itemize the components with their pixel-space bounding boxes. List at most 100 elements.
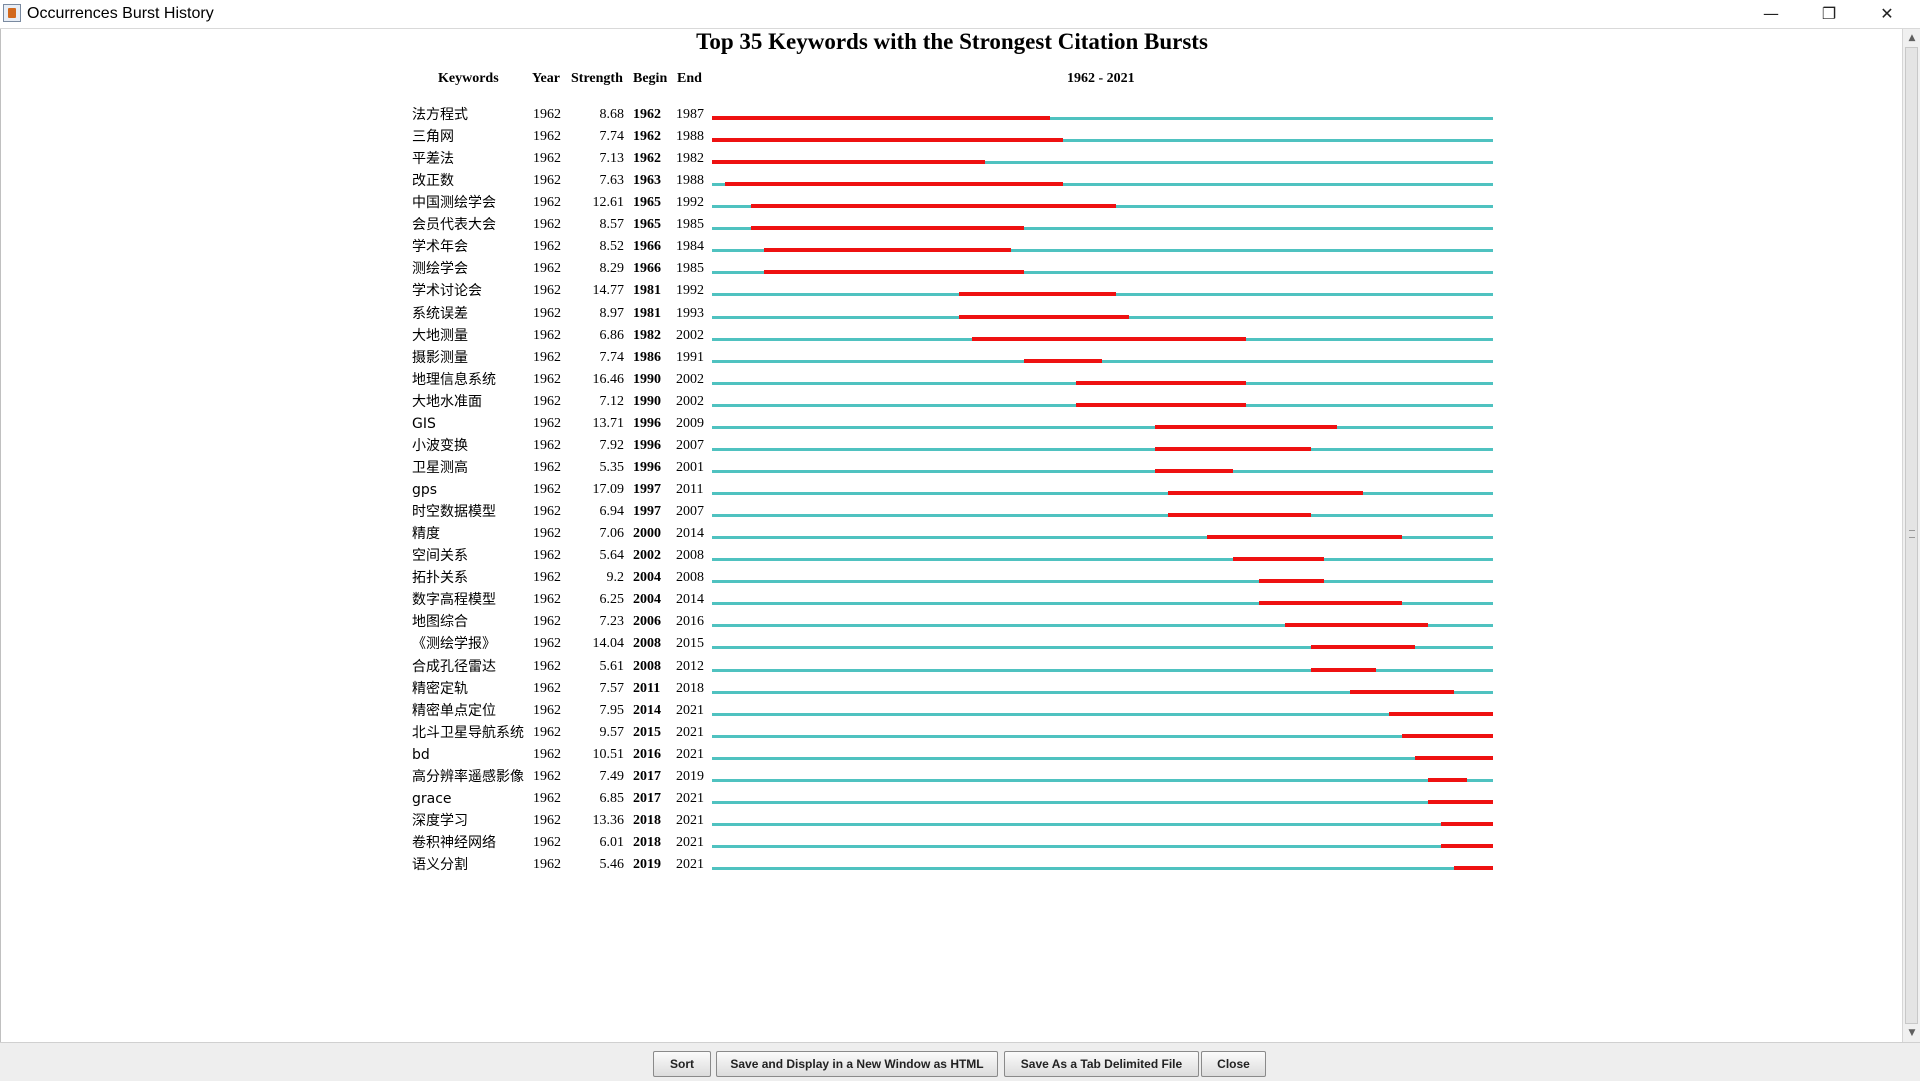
burst-bar [959, 292, 1116, 297]
end-value: 2002 [676, 371, 704, 387]
scroll-thumb[interactable] [1905, 47, 1918, 1024]
burst-bar [1232, 557, 1324, 562]
strength-value: 6.25 [599, 592, 625, 608]
year-value: 1962 [533, 812, 561, 828]
vertical-scrollbar[interactable]: ▲ ▼ [1902, 29, 1920, 1042]
burst-bar [1167, 491, 1363, 496]
timeline-bar [712, 712, 1493, 716]
begin-value: 1962 [633, 107, 661, 122]
timeline-bar [712, 844, 1493, 848]
end-value: 2007 [676, 437, 704, 453]
end-value: 2014 [676, 526, 704, 542]
sort-button[interactable]: Sort [653, 1051, 711, 1077]
begin-value: 2004 [633, 570, 661, 586]
burst-rows: 法方程式 1962 8.68 1962 1987 三角网 1962 7.74 1962 1988 平… [1, 29, 1903, 1042]
year-value: 1962 [533, 614, 561, 630]
year-value: 1962 [533, 415, 561, 431]
end-value: 2008 [676, 548, 704, 564]
keyword-label: 卷积神经网络 [412, 834, 496, 851]
scroll-down-arrow-icon[interactable]: ▼ [1908, 1028, 1916, 1038]
save-html-button[interactable]: Save and Display in a New Window as HTML [716, 1051, 998, 1077]
end-value: 2021 [676, 834, 704, 850]
year-value: 1962 [533, 327, 561, 343]
begin-value: 1982 [633, 327, 661, 343]
strength-value: 12.61 [592, 195, 625, 211]
scroll-grip-icon [1909, 530, 1915, 538]
keyword-label: 测绘学会 [412, 261, 468, 278]
year-value: 1962 [533, 636, 561, 652]
end-value: 1991 [676, 349, 704, 365]
minimize-button[interactable]: — [1763, 4, 1779, 23]
end-value: 2012 [676, 658, 704, 674]
year-value: 1962 [533, 526, 561, 542]
end-value: 2019 [676, 768, 704, 784]
keyword-label: 空间关系 [412, 548, 468, 565]
table-row: 地图综合 1962 7.23 2006 2016 [1, 613, 1903, 640]
strength-value: 7.63 [599, 173, 625, 189]
table-row: 合成孔径雷达 1962 5.61 2008 2012 [1, 658, 1903, 685]
burst-bar [1401, 733, 1493, 738]
begin-value: 2017 [633, 768, 661, 784]
year-value: 1962 [533, 107, 561, 122]
close-window-button[interactable]: ✕ [1880, 4, 1894, 23]
table-row: 拓扑关系 1962 9.2 2004 2008 [1, 569, 1903, 596]
begin-value: 1996 [633, 459, 661, 475]
table-row: 数字高程模型 1962 6.25 2004 2014 [1, 591, 1903, 618]
keyword-label: 小波变换 [412, 437, 468, 454]
begin-value: 1965 [633, 195, 661, 211]
keyword-label: 数字高程模型 [412, 592, 496, 609]
keyword-label: 卫星测高 [412, 459, 468, 476]
keyword-label: 平差法 [412, 151, 454, 168]
end-value: 2021 [676, 790, 704, 806]
burst-bar [1453, 866, 1493, 871]
timeline-bar [712, 514, 1493, 518]
year-value: 1962 [533, 349, 561, 365]
end-value: 1985 [676, 261, 704, 277]
keyword-label: 学术年会 [412, 239, 468, 256]
close-button[interactable]: Close [1201, 1051, 1266, 1077]
timeline-bar [712, 867, 1493, 871]
timeline-bar [712, 139, 1493, 143]
end-value: 2011 [676, 482, 704, 498]
end-value: 1988 [676, 173, 704, 189]
table-row: 小波变换 1962 7.92 1996 2007 [1, 437, 1903, 464]
strength-value: 8.52 [599, 239, 625, 255]
year-value: 1962 [533, 371, 561, 387]
header-strength: Strength [571, 71, 623, 86]
keyword-label: 精密单点定位 [412, 702, 496, 719]
keyword-label: 地理信息系统 [412, 371, 496, 388]
burst-bar [1154, 424, 1337, 429]
burst-bar [1310, 645, 1415, 650]
end-value: 1985 [676, 217, 704, 233]
timeline-bar [712, 800, 1493, 804]
timeline-bar [712, 492, 1493, 496]
begin-value: 1981 [633, 283, 661, 299]
strength-value: 9.2 [606, 570, 625, 586]
scroll-up-arrow-icon[interactable]: ▲ [1908, 33, 1916, 43]
save-tab-delimited-button[interactable]: Save As a Tab Delimited File [1004, 1051, 1199, 1077]
timeline-bar [712, 359, 1493, 363]
begin-value: 1997 [633, 504, 661, 520]
timeline-bar [712, 558, 1493, 562]
restore-button[interactable]: ❐ [1821, 4, 1837, 23]
begin-value: 1966 [633, 239, 661, 255]
year-value: 1962 [533, 173, 561, 189]
timeline-bar [712, 469, 1493, 473]
keyword-label: 中国测绘学会 [412, 195, 496, 212]
end-value: 1982 [676, 151, 704, 167]
year-value: 1962 [533, 768, 561, 784]
year-value: 1962 [533, 548, 561, 564]
timeline-bar [712, 646, 1493, 650]
year-value: 1962 [533, 724, 561, 740]
table-row: 法方程式 1962 8.68 1962 1987 [1, 106, 1903, 133]
table-row: 卫星测高 1962 5.35 1996 2001 [1, 459, 1903, 486]
end-value: 2021 [676, 812, 704, 828]
end-value: 1984 [676, 239, 704, 255]
strength-value: 6.86 [599, 327, 625, 343]
strength-value: 13.36 [592, 812, 625, 828]
begin-value: 2008 [633, 636, 661, 652]
begin-value: 1986 [633, 349, 661, 365]
chart-title: Top 35 Keywords with the Strongest Citat… [696, 29, 1208, 54]
end-value: 2008 [676, 570, 704, 586]
burst-bar [1440, 843, 1493, 848]
